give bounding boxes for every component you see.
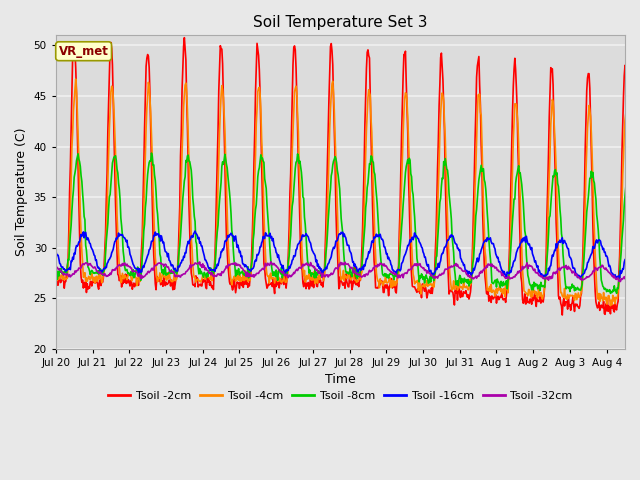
Tsoil -8cm: [612, 290, 620, 296]
Tsoil -2cm: [415, 285, 423, 291]
Tsoil -32cm: [267, 259, 275, 265]
Tsoil -8cm: [385, 275, 392, 281]
Tsoil -16cm: [415, 239, 423, 245]
Line: Tsoil -4cm: Tsoil -4cm: [56, 79, 626, 306]
Tsoil -8cm: [622, 185, 630, 191]
Line: Tsoil -32cm: Tsoil -32cm: [56, 262, 626, 281]
Tsoil -32cm: [415, 262, 423, 268]
X-axis label: Time: Time: [325, 373, 356, 386]
Tsoil -8cm: [52, 267, 60, 273]
Tsoil -2cm: [180, 35, 188, 40]
Tsoil -8cm: [148, 150, 156, 156]
Line: Tsoil -2cm: Tsoil -2cm: [56, 37, 626, 315]
Tsoil -32cm: [385, 267, 392, 273]
Tsoil -16cm: [577, 276, 584, 281]
Tsoil -2cm: [364, 47, 372, 53]
Tsoil -16cm: [385, 254, 392, 260]
Tsoil -16cm: [622, 256, 630, 262]
Tsoil -32cm: [364, 272, 372, 277]
Tsoil -2cm: [176, 204, 184, 209]
Tsoil -2cm: [622, 73, 630, 79]
Tsoil -8cm: [415, 279, 423, 285]
Tsoil -4cm: [72, 76, 79, 82]
Tsoil -4cm: [496, 283, 504, 289]
Tsoil -4cm: [622, 111, 630, 117]
Tsoil -2cm: [559, 312, 566, 318]
Tsoil -32cm: [622, 274, 630, 280]
Tsoil -2cm: [445, 291, 453, 297]
Tsoil -32cm: [616, 278, 624, 284]
Tsoil -8cm: [445, 191, 453, 197]
Tsoil -2cm: [385, 293, 392, 299]
Tsoil -8cm: [364, 180, 372, 186]
Tsoil -4cm: [445, 255, 453, 261]
Tsoil -16cm: [191, 228, 199, 234]
Title: Soil Temperature Set 3: Soil Temperature Set 3: [253, 15, 428, 30]
Tsoil -4cm: [364, 95, 372, 101]
Line: Tsoil -8cm: Tsoil -8cm: [56, 153, 626, 293]
Tsoil -16cm: [496, 259, 504, 264]
Tsoil -16cm: [52, 248, 60, 254]
Tsoil -16cm: [176, 263, 184, 269]
Tsoil -32cm: [176, 274, 184, 279]
Y-axis label: Soil Temperature (C): Soil Temperature (C): [15, 128, 28, 256]
Tsoil -4cm: [177, 204, 184, 210]
Tsoil -4cm: [415, 279, 423, 285]
Tsoil -2cm: [496, 296, 504, 301]
Tsoil -32cm: [52, 264, 60, 270]
Tsoil -16cm: [364, 253, 372, 259]
Tsoil -8cm: [177, 233, 184, 239]
Line: Tsoil -16cm: Tsoil -16cm: [56, 231, 626, 278]
Tsoil -32cm: [445, 264, 453, 270]
Text: VR_met: VR_met: [59, 45, 109, 58]
Tsoil -4cm: [52, 280, 60, 286]
Tsoil -4cm: [385, 278, 392, 284]
Tsoil -2cm: [52, 281, 60, 287]
Legend: Tsoil -2cm, Tsoil -4cm, Tsoil -8cm, Tsoil -16cm, Tsoil -32cm: Tsoil -2cm, Tsoil -4cm, Tsoil -8cm, Tsoi…: [104, 387, 577, 406]
Tsoil -4cm: [607, 303, 614, 309]
Tsoil -8cm: [496, 282, 504, 288]
Tsoil -16cm: [445, 236, 453, 242]
Tsoil -32cm: [496, 269, 504, 275]
